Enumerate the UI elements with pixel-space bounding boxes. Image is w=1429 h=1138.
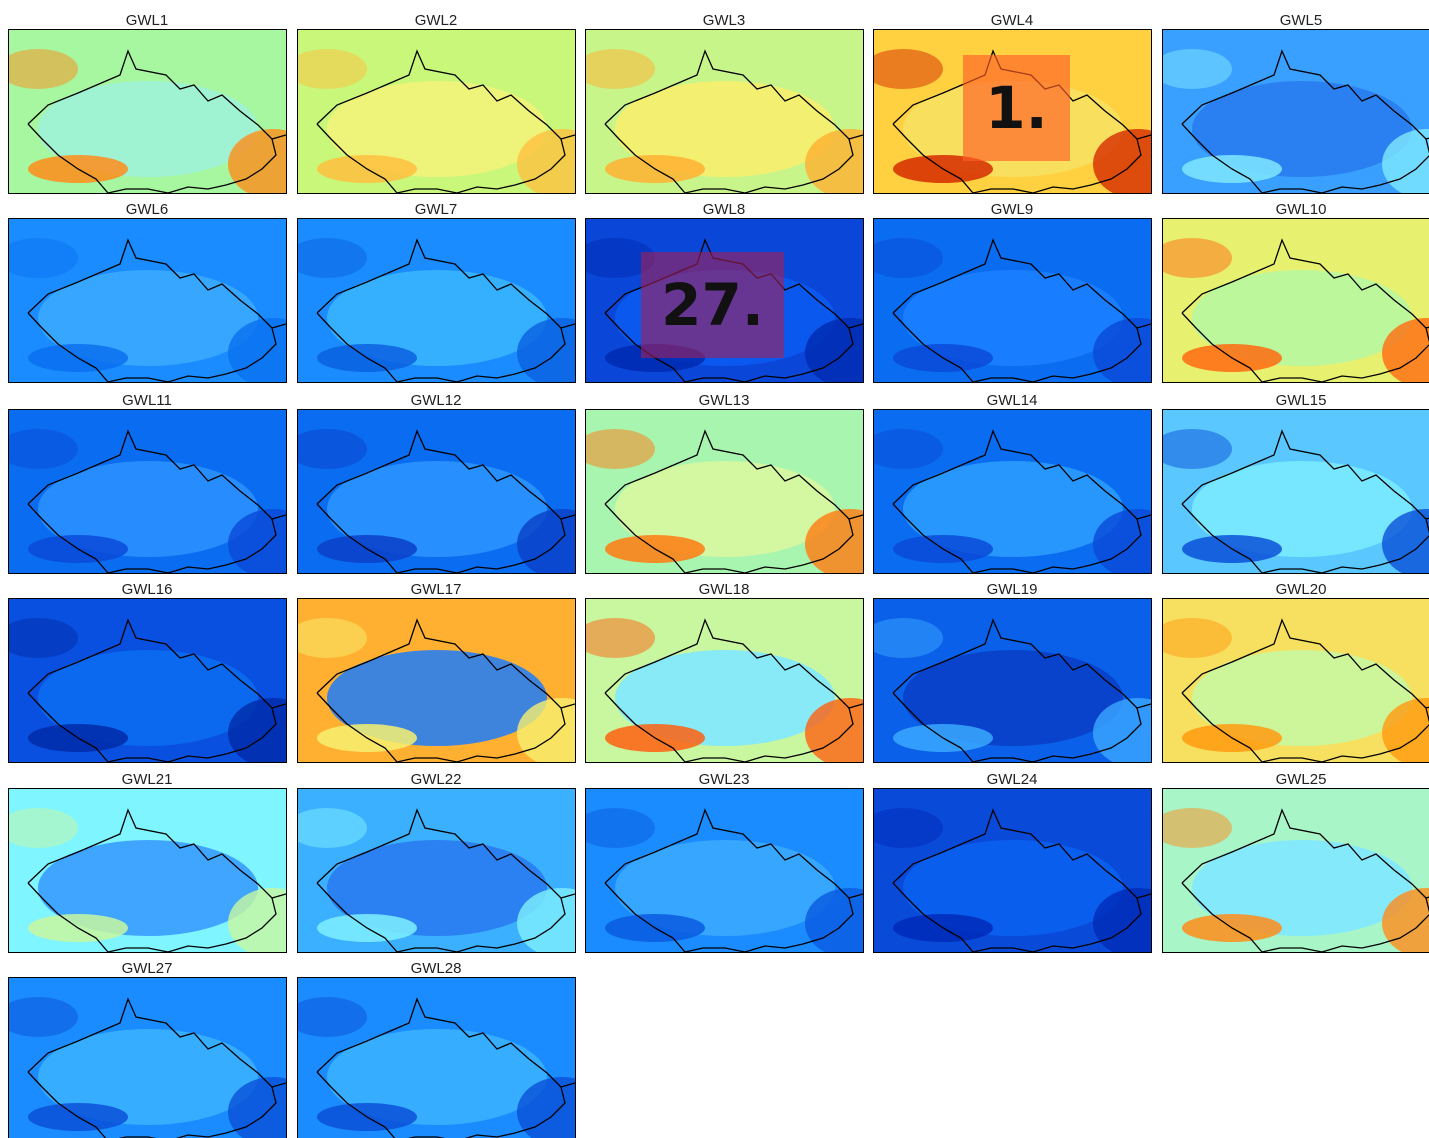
map-panel <box>0 977 318 1138</box>
map-panel <box>0 29 318 199</box>
panel-title: GWL8 <box>703 201 746 218</box>
map-field <box>575 429 655 469</box>
panel-title: GWL14 <box>987 392 1038 409</box>
panel-title: GWL18 <box>699 581 750 598</box>
map-field <box>575 618 655 658</box>
map-field <box>575 49 655 89</box>
map-panel <box>287 788 607 958</box>
map-field <box>287 238 367 278</box>
map-field <box>1152 808 1232 848</box>
panel-title: GWL12 <box>411 392 462 409</box>
panel-title: GWL21 <box>122 771 173 788</box>
map-field <box>863 238 943 278</box>
panel-title: GWL24 <box>987 771 1038 788</box>
panel-title: GWL25 <box>1276 771 1327 788</box>
map-field <box>575 808 655 848</box>
map-panel <box>863 218 1183 388</box>
panel-title: GWL27 <box>122 960 173 977</box>
map-panel <box>1152 29 1429 199</box>
map-field <box>287 618 367 658</box>
map-field <box>0 997 78 1037</box>
map-field <box>287 808 367 848</box>
map-panel <box>1152 218 1429 388</box>
map-panel <box>0 409 318 579</box>
map-panel <box>1152 598 1429 768</box>
map-panel <box>575 788 895 958</box>
map-panel <box>575 598 895 768</box>
panel-title: GWL13 <box>699 392 750 409</box>
panel-title: GWL22 <box>411 771 462 788</box>
map-panel <box>863 788 1183 958</box>
panel-title: GWL4 <box>991 12 1034 29</box>
map-field <box>0 808 78 848</box>
map-field <box>0 429 78 469</box>
map-panel <box>0 218 318 388</box>
map-field <box>0 618 78 658</box>
map-grid: GWL1 GWL2 GWL3 GWL4 GWL5 GWL6 GWL7 GWL8 GWL9 GWL1… <box>0 0 1429 1138</box>
panel-title: GWL1 <box>126 12 169 29</box>
map-panel <box>863 409 1183 579</box>
map-field <box>287 429 367 469</box>
panel-title: GWL10 <box>1276 201 1327 218</box>
panel-title: GWL7 <box>415 201 458 218</box>
map-panel <box>287 409 607 579</box>
map-field <box>287 49 367 89</box>
map-field <box>863 49 943 89</box>
map-panel <box>287 218 607 388</box>
map-field <box>863 618 943 658</box>
rank-label: 1. <box>985 74 1047 142</box>
panel-title: GWL2 <box>415 12 458 29</box>
panel-title: GWL23 <box>699 771 750 788</box>
map-field <box>863 808 943 848</box>
map-field <box>1152 238 1232 278</box>
panel-title: GWL9 <box>991 201 1034 218</box>
map-panel <box>0 598 318 768</box>
map-panel <box>0 788 318 958</box>
panel-title: GWL15 <box>1276 392 1327 409</box>
panel-title: GWL3 <box>703 12 746 29</box>
map-panel <box>575 29 895 199</box>
panel-title: GWL6 <box>126 201 169 218</box>
map-panel <box>1152 409 1429 579</box>
panel-title: GWL19 <box>987 581 1038 598</box>
panel-title: GWL17 <box>411 581 462 598</box>
map-field <box>1152 429 1232 469</box>
map-field <box>863 429 943 469</box>
panel-title: GWL20 <box>1276 581 1327 598</box>
panel-title: GWL16 <box>122 581 173 598</box>
panel-title: GWL11 <box>122 392 172 409</box>
map-panel <box>1152 788 1429 958</box>
map-panel <box>863 598 1183 768</box>
map-panel <box>575 409 895 579</box>
map-panel <box>287 598 607 768</box>
panel-title: GWL5 <box>1280 12 1323 29</box>
map-field <box>287 997 367 1037</box>
map-panel <box>287 977 607 1138</box>
map-panel <box>287 29 607 199</box>
rank-label: 27. <box>661 271 764 339</box>
map-field <box>0 238 78 278</box>
panel-title: GWL28 <box>411 960 462 977</box>
map-field <box>0 49 78 89</box>
map-field <box>1152 49 1232 89</box>
map-field <box>1152 618 1232 658</box>
